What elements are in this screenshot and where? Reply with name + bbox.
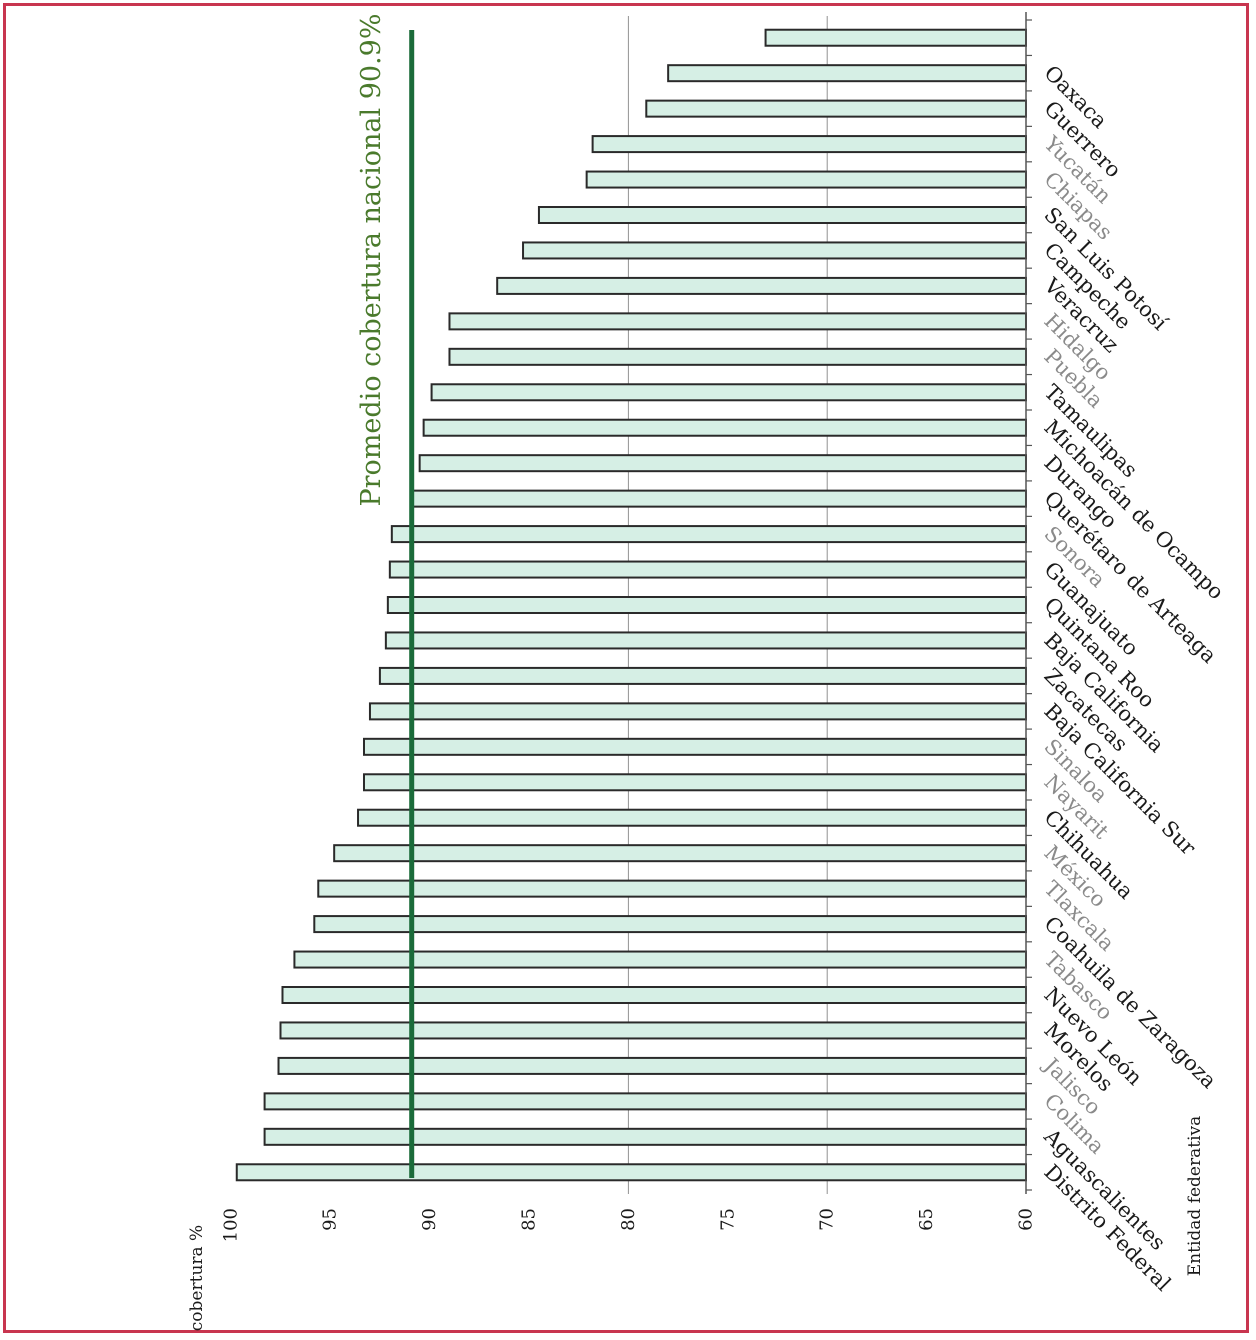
bar (386, 596, 1027, 614)
bar (591, 135, 1028, 154)
tick-label: 80 (618, 1208, 639, 1231)
bar (333, 844, 1027, 863)
category-labels: Distrito FederalAguascalientesColimaJali… (1038, 61, 1228, 1296)
bar (537, 206, 1027, 224)
bar (235, 1163, 1028, 1182)
bars (235, 28, 1028, 1182)
bar (496, 276, 1027, 295)
bar (418, 454, 1028, 473)
bar (281, 986, 1028, 1004)
bar (378, 666, 1027, 685)
bar (362, 773, 1028, 792)
bar (357, 808, 1028, 827)
bar (764, 28, 1028, 47)
average-label: Promedio cobertura nacional 90.9% (356, 13, 387, 506)
bar (410, 489, 1027, 508)
y-axis-label: cobertura % (187, 1225, 207, 1331)
tick-label: 90 (419, 1208, 440, 1231)
bar (448, 312, 1028, 331)
tick-label: 75 (717, 1208, 738, 1231)
bar (313, 915, 1027, 934)
bar (384, 631, 1027, 650)
tick-label: 100 (220, 1208, 241, 1242)
bar (390, 525, 1027, 544)
tick-label: 65 (916, 1208, 937, 1231)
tick-labels: 100 95 90 85 80 75 70 65 60 (220, 1208, 1036, 1242)
bar (263, 1092, 1027, 1111)
bar (279, 1021, 1027, 1040)
tick-label: 95 (320, 1208, 341, 1231)
tick-label: 85 (519, 1208, 540, 1231)
bar (522, 241, 1027, 260)
bar (430, 383, 1027, 402)
bar (293, 950, 1027, 969)
bar (263, 1127, 1027, 1146)
bar (362, 737, 1028, 756)
x-axis-label: Entidad federativa (1185, 1116, 1205, 1277)
value-axis (1025, 12, 1032, 1194)
bar (448, 347, 1028, 366)
bar (317, 879, 1028, 898)
bar (645, 99, 1027, 118)
bar (585, 170, 1027, 189)
bar (388, 560, 1027, 579)
bar (667, 64, 1027, 83)
tick-label: 60 (1016, 1208, 1037, 1231)
tick-label: 70 (817, 1208, 838, 1231)
bar (368, 702, 1027, 721)
bar (422, 418, 1027, 437)
bar (277, 1056, 1027, 1075)
